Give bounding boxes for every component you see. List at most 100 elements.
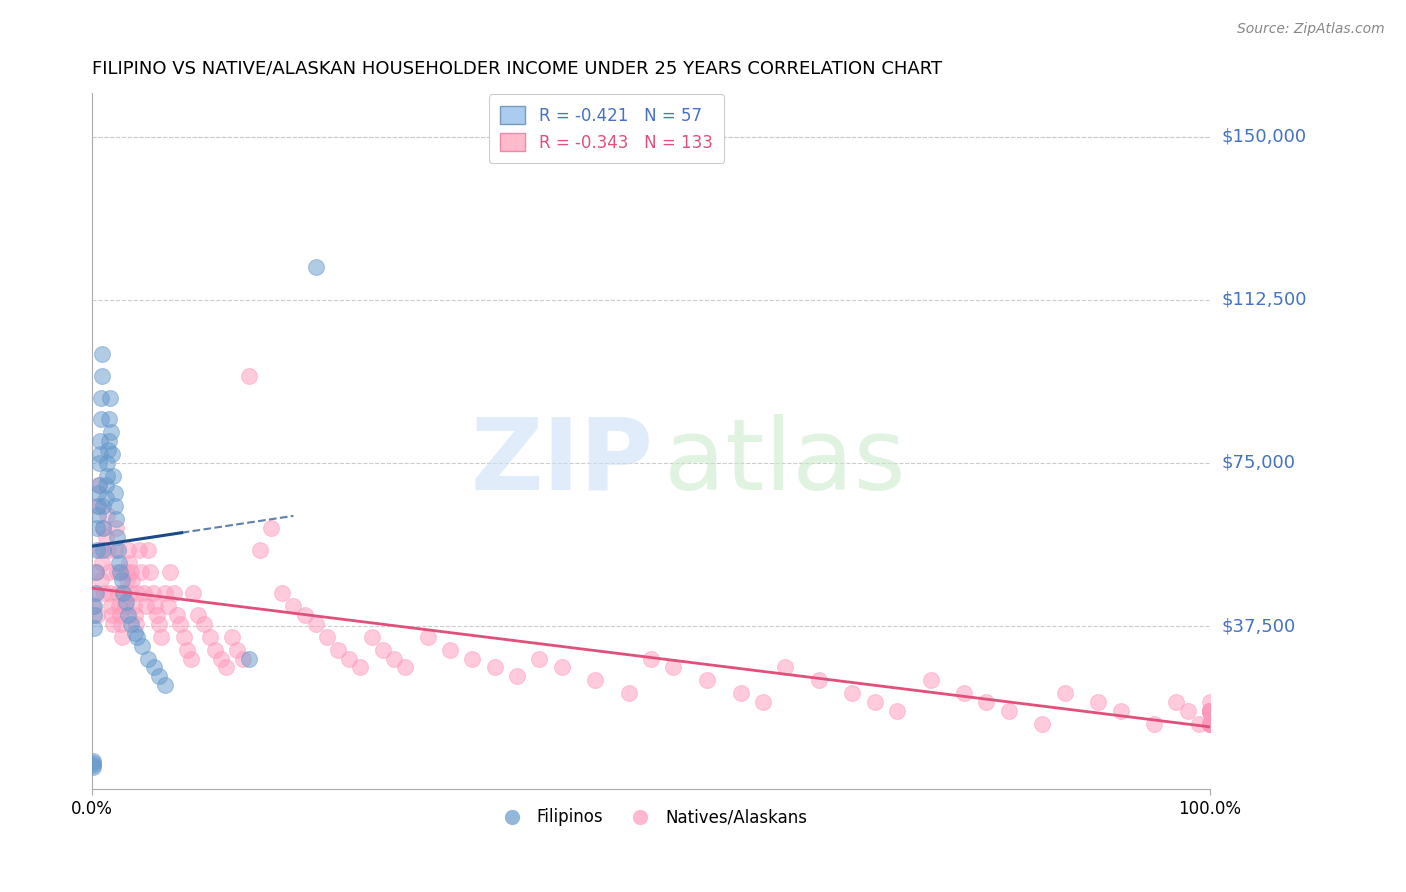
Point — [271, 586, 294, 600]
Point — [118, 556, 141, 570]
Point — [484, 660, 506, 674]
Text: FILIPINO VS NATIVE/ALASKAN HOUSEHOLDER INCOME UNDER 25 YEARS CORRELATION CHART: FILIPINO VS NATIVE/ALASKAN HOUSEHOLDER I… — [93, 60, 942, 78]
Point — [82, 760, 104, 774]
Point — [215, 660, 238, 674]
Point — [349, 660, 371, 674]
Point — [93, 521, 115, 535]
Point — [93, 521, 115, 535]
Point — [128, 542, 150, 557]
Point — [181, 586, 204, 600]
Text: $37,500: $37,500 — [1222, 617, 1295, 635]
Point — [83, 599, 105, 614]
Point — [141, 586, 163, 600]
Point — [198, 630, 221, 644]
Point — [121, 574, 143, 588]
Point — [294, 608, 316, 623]
Point — [89, 434, 111, 449]
Point — [953, 686, 976, 700]
Point — [89, 542, 111, 557]
Point — [107, 542, 129, 557]
Point — [136, 542, 159, 557]
Point — [93, 542, 115, 557]
Point — [82, 758, 104, 772]
Point — [104, 521, 127, 535]
Point — [416, 630, 439, 644]
Point — [1199, 704, 1222, 718]
Point — [153, 586, 176, 600]
Point — [260, 521, 283, 535]
Point — [108, 608, 131, 623]
Point — [550, 660, 572, 674]
Text: ZIP: ZIP — [470, 414, 654, 510]
Point — [101, 447, 124, 461]
Point — [157, 599, 180, 614]
Point — [863, 695, 886, 709]
Point — [93, 500, 115, 514]
Point — [103, 500, 125, 514]
Point — [91, 347, 114, 361]
Point — [89, 447, 111, 461]
Point — [96, 469, 118, 483]
Text: $75,000: $75,000 — [1222, 454, 1295, 472]
Text: Source: ZipAtlas.com: Source: ZipAtlas.com — [1237, 22, 1385, 37]
Point — [1199, 704, 1222, 718]
Point — [136, 651, 159, 665]
Point — [94, 477, 117, 491]
Point — [1199, 704, 1222, 718]
Point — [125, 616, 148, 631]
Point — [103, 469, 125, 483]
Point — [976, 695, 998, 709]
Point — [111, 630, 134, 644]
Point — [101, 608, 124, 623]
Point — [87, 500, 110, 514]
Point — [1199, 704, 1222, 718]
Point — [238, 651, 260, 665]
Point — [1199, 717, 1222, 731]
Point — [114, 565, 136, 579]
Point — [105, 530, 128, 544]
Point — [117, 608, 139, 623]
Point — [111, 574, 134, 588]
Point — [1199, 717, 1222, 731]
Point — [1199, 717, 1222, 731]
Point — [82, 754, 104, 768]
Point — [226, 643, 249, 657]
Point — [91, 368, 114, 383]
Point — [120, 586, 142, 600]
Point — [221, 630, 243, 644]
Point — [84, 565, 107, 579]
Legend: Filipinos, Natives/Alaskans: Filipinos, Natives/Alaskans — [488, 802, 814, 833]
Point — [108, 599, 131, 614]
Point — [1109, 704, 1132, 718]
Point — [84, 565, 107, 579]
Point — [1199, 704, 1222, 718]
Point — [1199, 704, 1222, 718]
Point — [83, 586, 105, 600]
Point — [150, 630, 173, 644]
Text: $112,500: $112,500 — [1222, 291, 1306, 309]
Point — [86, 521, 108, 535]
Point — [1199, 717, 1222, 731]
Point — [87, 456, 110, 470]
Text: $150,000: $150,000 — [1222, 128, 1306, 145]
Point — [583, 673, 606, 688]
Point — [96, 456, 118, 470]
Point — [283, 599, 305, 614]
Point — [124, 608, 146, 623]
Point — [100, 599, 122, 614]
Point — [326, 643, 349, 657]
Point — [135, 599, 157, 614]
Point — [232, 651, 254, 665]
Point — [104, 512, 127, 526]
Point — [143, 599, 166, 614]
Point — [84, 586, 107, 600]
Point — [159, 565, 181, 579]
Point — [506, 669, 529, 683]
Point — [100, 425, 122, 440]
Point — [153, 678, 176, 692]
Point — [87, 477, 110, 491]
Point — [90, 391, 112, 405]
Point — [169, 616, 191, 631]
Point — [166, 608, 188, 623]
Point — [125, 586, 148, 600]
